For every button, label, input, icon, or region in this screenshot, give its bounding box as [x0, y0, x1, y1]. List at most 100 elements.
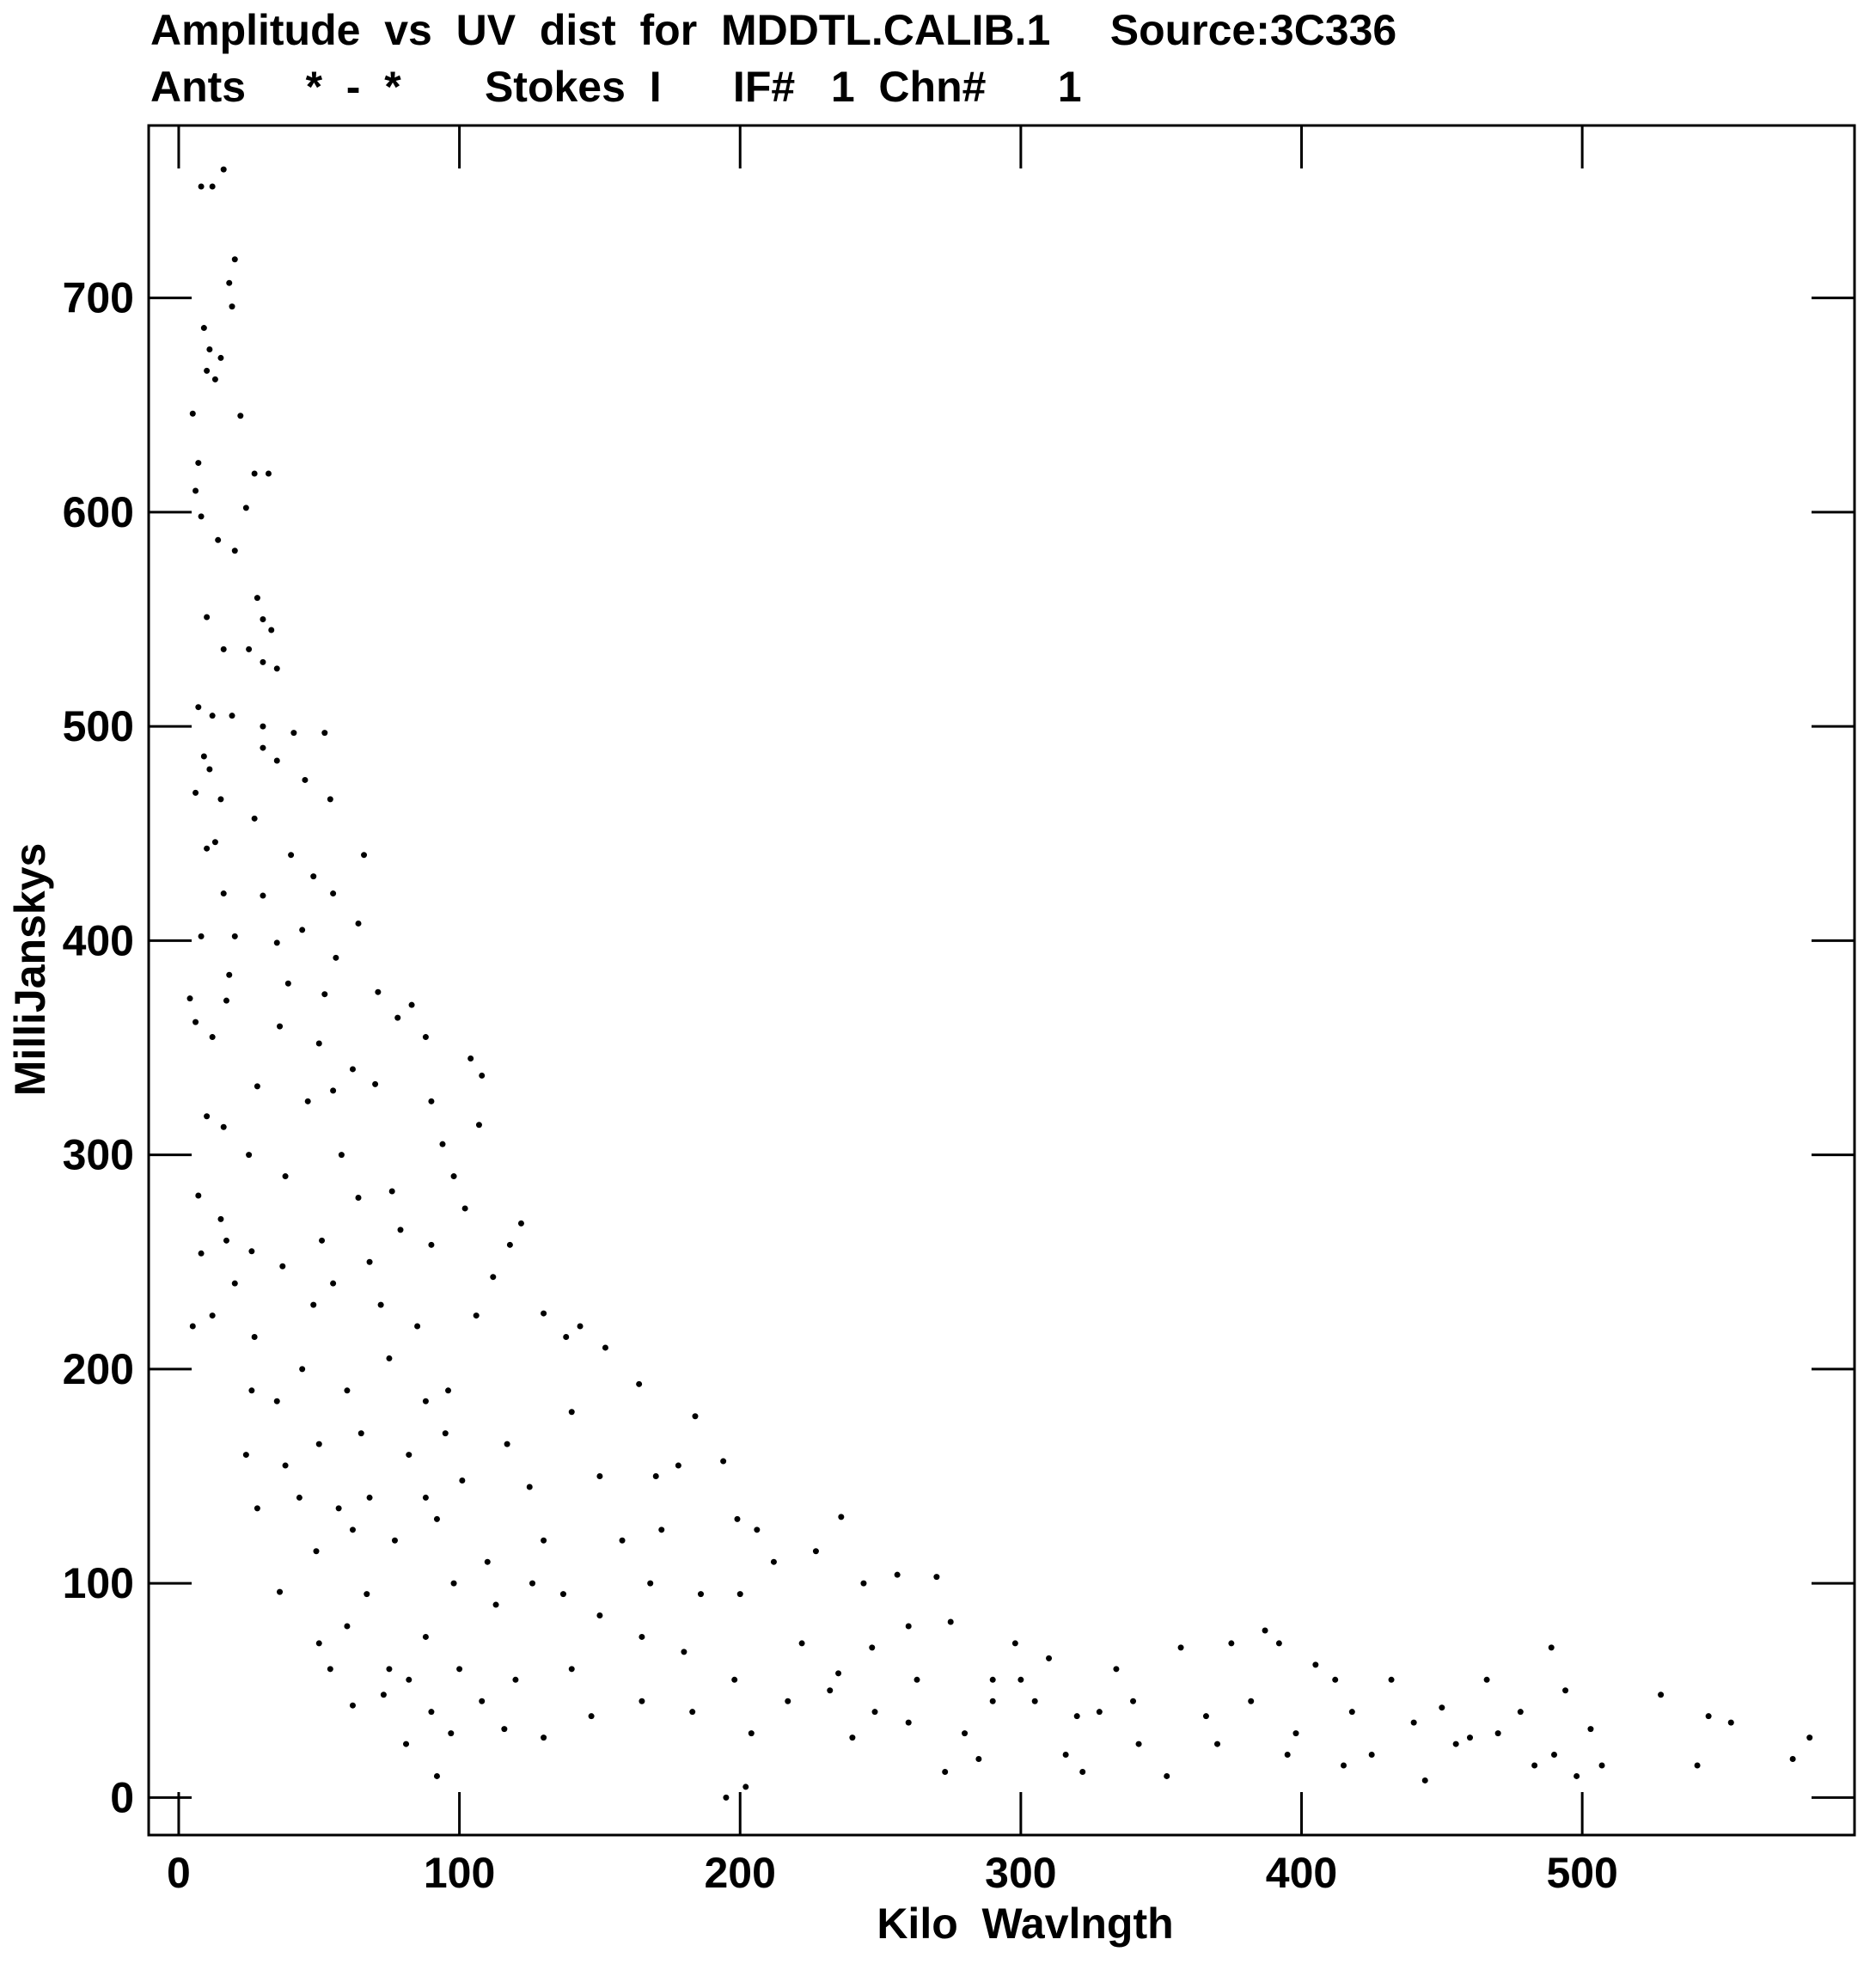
point	[1574, 1772, 1580, 1779]
point	[296, 1494, 302, 1501]
point	[366, 1494, 373, 1501]
point	[448, 1730, 455, 1737]
point	[279, 1263, 286, 1269]
point	[975, 1756, 982, 1763]
point	[355, 1194, 362, 1201]
point	[860, 1580, 867, 1587]
point	[1368, 1752, 1375, 1759]
point	[1135, 1741, 1142, 1747]
point	[260, 723, 266, 730]
point	[785, 1698, 791, 1704]
point	[439, 1141, 446, 1147]
point	[192, 487, 199, 494]
y-tick-label: 300	[63, 1131, 134, 1179]
point	[319, 1237, 326, 1244]
point	[246, 1152, 253, 1159]
point	[770, 1558, 777, 1565]
point	[361, 852, 368, 859]
point	[391, 1537, 398, 1544]
point	[526, 1484, 533, 1490]
point	[541, 1310, 547, 1317]
point	[742, 1783, 749, 1790]
point	[588, 1713, 595, 1720]
point	[273, 665, 280, 672]
point	[248, 1387, 255, 1394]
point	[299, 1366, 306, 1373]
point	[1658, 1692, 1665, 1698]
point	[251, 815, 258, 822]
point	[1079, 1768, 1086, 1775]
y-tick-label: 100	[63, 1559, 134, 1607]
point	[894, 1571, 901, 1578]
point	[290, 730, 297, 737]
point	[321, 730, 328, 737]
point	[192, 1019, 199, 1025]
point	[1483, 1676, 1490, 1683]
point	[198, 933, 205, 939]
point	[1062, 1752, 1069, 1759]
point	[414, 1323, 421, 1330]
point	[754, 1526, 761, 1533]
point	[254, 595, 260, 602]
point	[299, 927, 306, 933]
point	[251, 1333, 258, 1340]
point	[871, 1709, 878, 1716]
point	[1388, 1676, 1395, 1683]
point	[220, 890, 227, 897]
point	[260, 658, 266, 665]
point	[1130, 1698, 1137, 1704]
point	[422, 1494, 429, 1501]
point	[282, 1462, 289, 1469]
point	[484, 1558, 491, 1565]
point	[1341, 1762, 1347, 1769]
point	[349, 1526, 356, 1533]
point	[559, 1591, 566, 1598]
point	[1292, 1730, 1299, 1737]
point	[1096, 1709, 1103, 1716]
point	[450, 1580, 457, 1587]
point	[330, 890, 337, 897]
point	[942, 1768, 949, 1775]
x-tick-label: 100	[424, 1849, 495, 1897]
point	[905, 1623, 912, 1630]
point	[1694, 1762, 1701, 1769]
point	[1312, 1661, 1319, 1668]
point	[386, 1355, 393, 1361]
point	[198, 183, 205, 190]
point	[1164, 1772, 1170, 1779]
point	[812, 1548, 819, 1555]
point	[277, 1588, 284, 1595]
point	[647, 1580, 654, 1587]
point	[467, 1055, 474, 1061]
point	[450, 1173, 457, 1180]
point	[223, 1237, 229, 1244]
point	[315, 1441, 322, 1447]
point	[658, 1526, 665, 1533]
point	[408, 1001, 415, 1008]
point	[736, 1591, 743, 1598]
point	[512, 1676, 519, 1683]
point	[217, 796, 224, 803]
point	[835, 1670, 842, 1677]
plot-frame	[147, 124, 1856, 1837]
point	[1017, 1676, 1024, 1683]
chart-title: Amplitude vs UV dist for MDDTL.CALIB.1 S…	[150, 6, 1396, 54]
point	[1113, 1666, 1120, 1673]
point	[223, 997, 229, 1004]
point	[989, 1676, 996, 1683]
point	[237, 413, 244, 419]
point	[220, 1123, 227, 1130]
y-axis-label: MilliJanskys	[6, 843, 54, 1097]
point	[1262, 1627, 1268, 1634]
point	[681, 1649, 687, 1655]
point	[1467, 1734, 1474, 1741]
point	[445, 1387, 452, 1394]
point	[1705, 1713, 1712, 1720]
point	[1073, 1713, 1080, 1720]
point	[723, 1794, 730, 1801]
point	[1275, 1640, 1282, 1647]
y-tick-label: 200	[63, 1345, 134, 1393]
point	[639, 1698, 645, 1704]
point	[330, 1280, 337, 1287]
point	[596, 1612, 603, 1619]
